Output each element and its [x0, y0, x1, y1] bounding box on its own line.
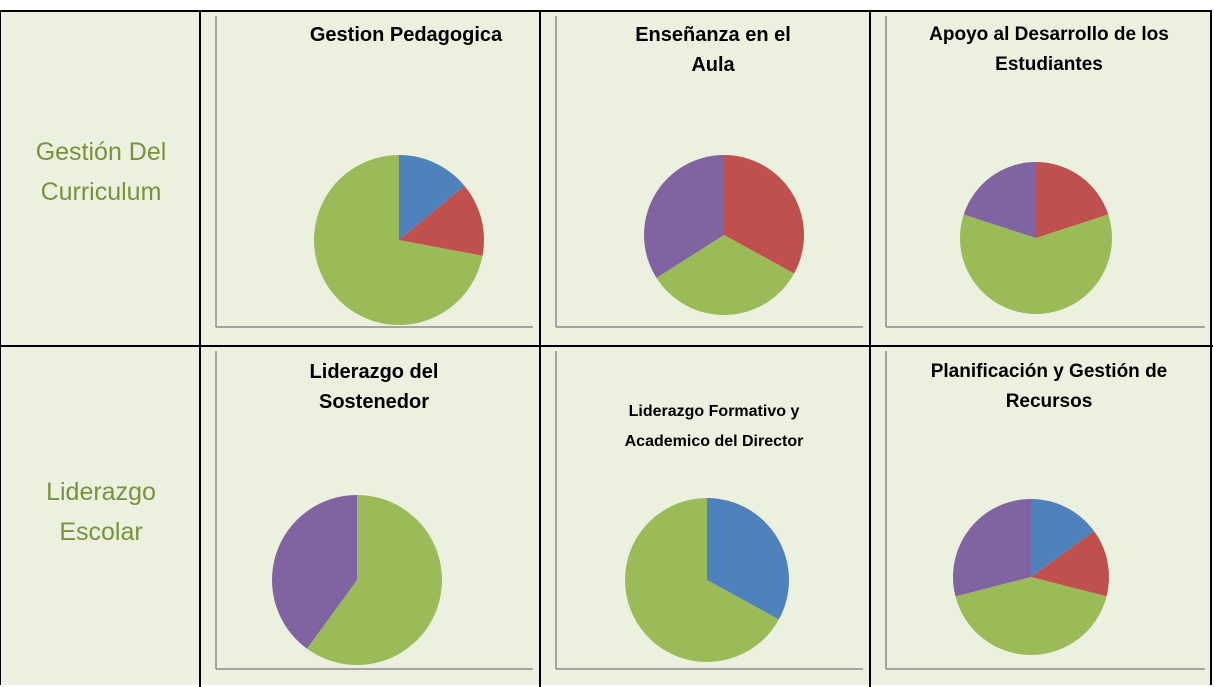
column-border: [869, 12, 871, 687]
row-border: [1, 345, 1213, 347]
pie-slice: [314, 155, 483, 326]
chart-title: Liderazgo del Sostenedor: [309, 361, 439, 413]
chart-cell: Enseñanza en el Aula: [541, 12, 869, 345]
chart: [555, 16, 863, 328]
pie-slice: [724, 155, 804, 274]
chart: [555, 351, 863, 670]
chart: [215, 16, 533, 328]
pie-slice: [955, 577, 1107, 655]
pie-slice: [644, 155, 724, 278]
chart-cell: Planificación y Gestión de Recursos: [871, 347, 1211, 687]
pie-slice: [272, 495, 357, 649]
row-label: Liderazgo Escolar: [46, 478, 156, 546]
row-label: Gestión Del Curriculum: [35, 138, 167, 206]
pie-slice: [656, 235, 795, 315]
pie-slice: [399, 155, 465, 240]
chart-title: Enseñanza en el Aula: [635, 24, 791, 76]
chart-cell: Liderazgo Formativo y Academico del Dire…: [541, 347, 869, 687]
pie-slice: [1031, 499, 1095, 577]
chart-title: Gestion Pedagogica: [309, 24, 503, 46]
column-border: [199, 12, 201, 687]
chart-title: Liderazgo Formativo y Academico del Dire…: [624, 403, 804, 450]
chart-title: Planificación y Gestión de Recursos: [930, 361, 1168, 412]
column-border: [539, 12, 541, 687]
chart-cell: Apoyo al Desarrollo de los Estudiantes: [871, 12, 1211, 345]
pie-slice: [707, 498, 789, 620]
chart-cell: Liderazgo del Sostenedor: [201, 347, 539, 687]
chart: [885, 16, 1205, 328]
chart: [885, 351, 1205, 670]
pie-slice: [307, 495, 442, 665]
pie-slice: [1031, 531, 1109, 597]
pie-slice: [399, 185, 484, 256]
chart-title: Apoyo al Desarrollo de los Estudiantes: [929, 24, 1169, 75]
chart-cell: Gestion Pedagogica: [201, 12, 539, 345]
pie-slice: [960, 214, 1112, 314]
pie-slice: [953, 499, 1031, 597]
table: Gestión Del Curriculum Liderazgo Escolar…: [0, 10, 1213, 687]
pie-slice: [963, 162, 1036, 238]
chart: [215, 351, 533, 670]
pie-slice: [625, 498, 779, 662]
pie-slice: [1036, 162, 1109, 238]
